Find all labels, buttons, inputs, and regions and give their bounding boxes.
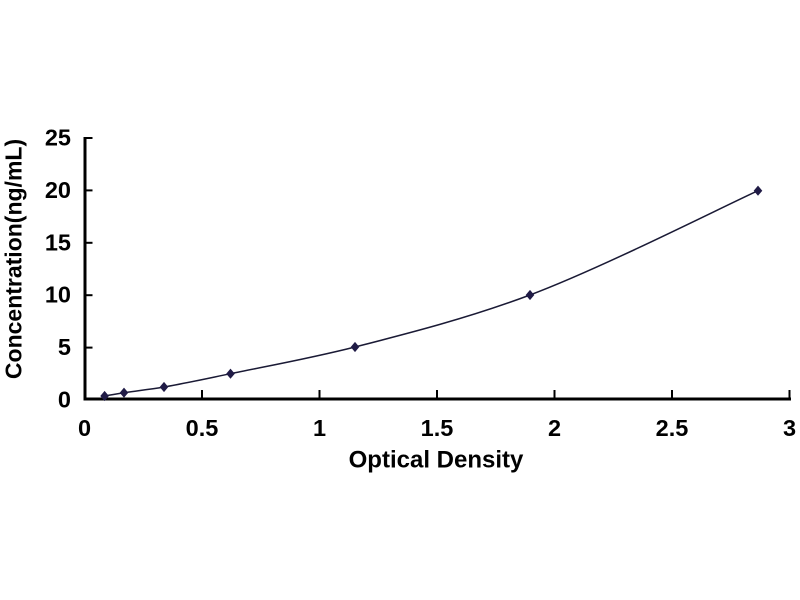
svg-text:0: 0 (78, 415, 91, 441)
svg-text:2: 2 (548, 415, 561, 441)
svg-text:3: 3 (783, 415, 796, 441)
svg-text:0.5: 0.5 (186, 415, 219, 441)
svg-text:20: 20 (45, 177, 71, 203)
svg-text:25: 25 (45, 125, 71, 151)
svg-text:2.5: 2.5 (656, 415, 689, 441)
svg-text:1: 1 (313, 415, 326, 441)
svg-text:Concentration(ng/mL): Concentration(ng/mL) (1, 139, 27, 379)
svg-text:0: 0 (58, 387, 71, 413)
svg-text:1.5: 1.5 (421, 415, 454, 441)
svg-text:Optical Density: Optical Density (349, 447, 524, 474)
svg-text:15: 15 (45, 229, 71, 255)
svg-text:10: 10 (45, 282, 71, 308)
svg-text:5: 5 (58, 334, 71, 360)
